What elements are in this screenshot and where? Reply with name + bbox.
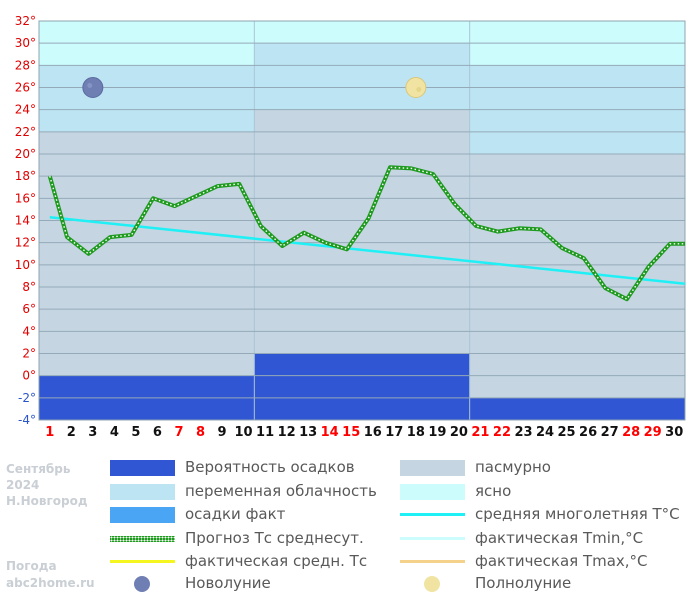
legend-label: пасмурно <box>475 458 551 476</box>
y-tick-label: 32° <box>15 14 36 28</box>
x-day-label: 29 <box>644 425 662 440</box>
legend-label: фактическая Tmin,°C <box>475 529 644 547</box>
x-day-label: 28 <box>622 425 640 440</box>
full-moon-icon <box>405 77 427 98</box>
x-day-label: 9 <box>218 425 227 440</box>
legend-swatch <box>400 537 465 540</box>
x-day-label: 2 <box>67 425 76 440</box>
x-day-label: 17 <box>385 425 403 440</box>
x-day-label: 5 <box>131 425 140 440</box>
x-day-label: 13 <box>299 425 317 440</box>
forecast-line-dots <box>49 166 685 301</box>
precip-probability-bar <box>469 397 685 420</box>
full-moon-icon <box>424 576 440 592</box>
clear-band <box>254 21 470 44</box>
y-tick-label: 26° <box>15 81 36 95</box>
y-tick-label: 30° <box>15 36 36 50</box>
legend-label: Полнолуние <box>475 574 572 592</box>
legend-label: осадки факт <box>185 505 286 523</box>
legend-swatch <box>110 560 175 563</box>
x-day-label: 10 <box>235 425 253 440</box>
legend-swatch <box>110 536 175 542</box>
legend-label: ясно <box>475 482 512 500</box>
legend-label: фактическая средн. Тс <box>185 552 368 570</box>
legend-label: переменная облачность <box>185 482 377 500</box>
new-moon-crater <box>87 83 93 88</box>
y-tick-label: 14° <box>15 214 36 228</box>
x-day-label: 23 <box>514 425 532 440</box>
legend-swatch <box>400 460 465 476</box>
y-tick-label: 20° <box>15 147 36 161</box>
y-tick-label: -4° <box>18 413 36 427</box>
x-day-label: 6 <box>153 425 162 440</box>
x-day-label: 4 <box>110 425 119 440</box>
x-day-label: 20 <box>450 425 468 440</box>
x-day-label: 15 <box>342 425 360 440</box>
temperature-chart: -4° -2° 0° 2° 4° 6° 8° 10° 12° 14° 16° 18° 20° 22° 24°… <box>15 14 686 440</box>
y-tick-label: 18° <box>15 169 36 183</box>
x-day-label: 1 <box>45 425 54 440</box>
y-tick-label: 4° <box>22 324 36 338</box>
legend-swatch <box>110 507 175 523</box>
y-tick-label: 8° <box>22 280 36 294</box>
x-day-label: 21 <box>471 425 489 440</box>
legend-swatch <box>400 484 465 500</box>
x-day-label: 3 <box>88 425 97 440</box>
overcast-band <box>39 131 255 421</box>
y-tick-label: 0° <box>22 369 36 383</box>
x-day-label: 11 <box>256 425 274 440</box>
y-tick-label: 12° <box>15 236 36 250</box>
footer-site: abc2home.ru <box>6 576 95 590</box>
x-day-label: 14 <box>321 425 339 440</box>
plot-frame <box>38 20 686 421</box>
x-day-label: 16 <box>364 425 382 440</box>
year-label: 2024 <box>6 478 40 492</box>
y-tick-label: 2° <box>22 347 36 361</box>
legend-label: Новолуние <box>185 574 271 592</box>
legend-label: Вероятность осадков <box>185 458 355 476</box>
footer-title: Погода <box>6 559 57 573</box>
x-day-label: 27 <box>601 425 619 440</box>
x-day-label: 22 <box>493 425 511 440</box>
month-label: Сентябрь <box>6 462 71 476</box>
legend-swatch <box>110 484 175 500</box>
precip-probability-bar <box>254 353 470 420</box>
new-moon-icon <box>134 576 150 592</box>
y-tick-label: 28° <box>15 58 36 72</box>
full-moon-crater <box>416 87 422 92</box>
city-label: Н.Новгород <box>6 494 88 508</box>
x-day-label: 8 <box>196 425 205 440</box>
y-tick-label: 16° <box>15 191 36 205</box>
legend-swatch <box>110 460 175 476</box>
x-day-label: 26 <box>579 425 597 440</box>
x-day-label: 18 <box>407 425 425 440</box>
y-tick-label: -2° <box>18 391 36 405</box>
legend-label: средняя многолетняя T°C <box>475 505 680 523</box>
legend-label: фактическая Tmax,°C <box>475 552 648 570</box>
x-day-label: 24 <box>536 425 554 440</box>
x-day-label: 7 <box>174 425 183 440</box>
y-tick-label: 10° <box>15 258 36 272</box>
y-tick-label: 22° <box>15 125 36 139</box>
y-tick-label: 24° <box>15 103 36 117</box>
x-day-label: 12 <box>278 425 296 440</box>
x-day-label: 25 <box>558 425 576 440</box>
legend-label: Прогноз Тс среднесут. <box>185 529 364 547</box>
partly-cloudy-band <box>254 43 470 110</box>
legend-swatch <box>400 560 465 563</box>
long-term-average-line <box>49 215 686 285</box>
x-day-label: 30 <box>665 425 683 440</box>
y-tick-label: 6° <box>22 302 36 316</box>
new-moon-icon <box>82 77 104 98</box>
x-day-label: 19 <box>428 425 446 440</box>
legend-swatch <box>400 513 465 516</box>
partly-cloudy-band <box>39 65 255 132</box>
